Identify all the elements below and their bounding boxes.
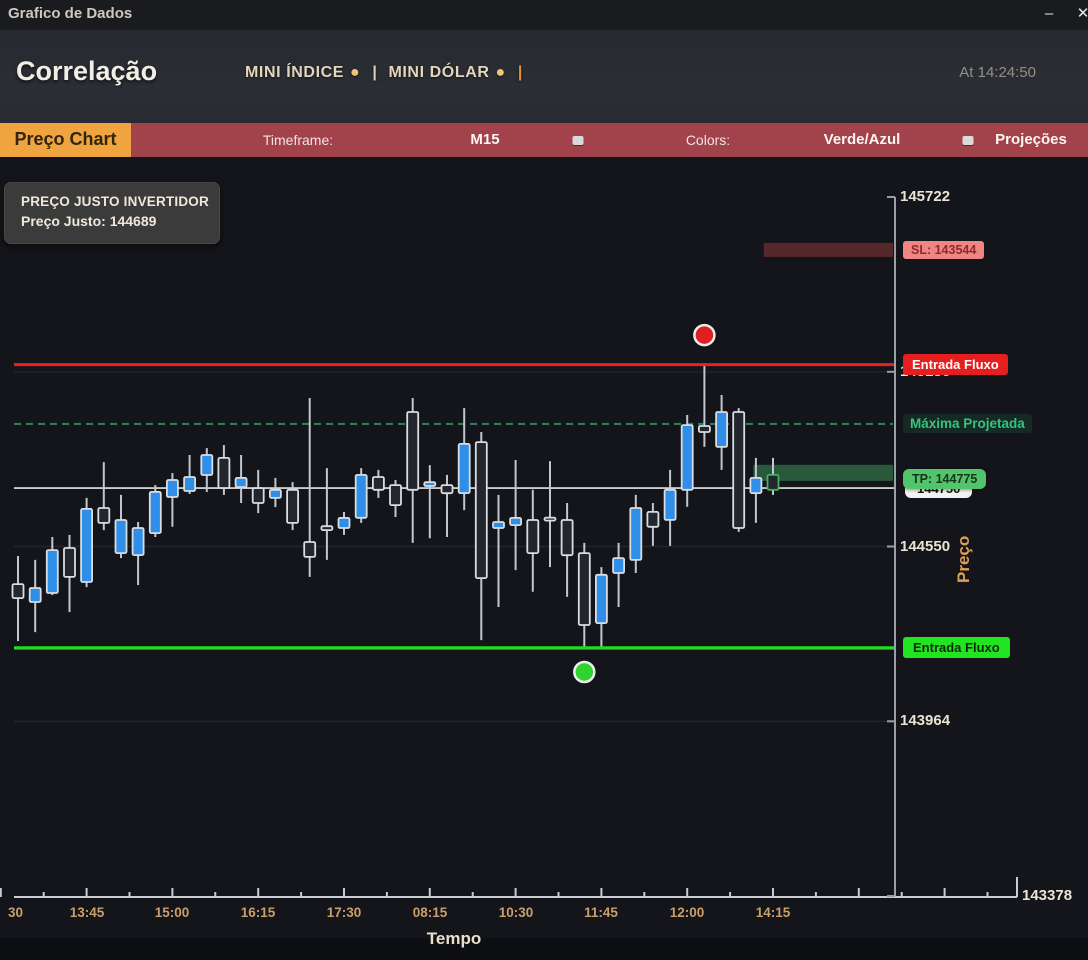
- candle-body[interactable]: [698, 425, 711, 433]
- x-tick-label: 10:30: [498, 905, 534, 920]
- candle-body[interactable]: [45, 549, 59, 594]
- projected-max-badge: Máxima Projetada: [903, 414, 1032, 433]
- candle-body[interactable]: [509, 517, 523, 527]
- timeframe-label: Timeframe:: [262, 132, 334, 148]
- candle-body[interactable]: [200, 454, 214, 476]
- x-tick-label: 08:15: [412, 905, 448, 920]
- tooltip-title: PREÇO JUSTO INVERTIDOR: [21, 194, 209, 209]
- x-axis-title: Tempo: [426, 929, 482, 948]
- stop-loss-badge: SL: 143544: [903, 241, 985, 259]
- ticker-instrument-mini-dolar[interactable]: MINI DÓLAR: [388, 64, 490, 81]
- candle-body[interactable]: [457, 442, 471, 494]
- entry-sell-badge[interactable]: Entrada Fluxo: [903, 354, 1008, 375]
- candle-body[interactable]: [80, 507, 93, 583]
- candle-body[interactable]: [423, 481, 437, 487]
- tp-zone: [753, 464, 893, 481]
- candle-body[interactable]: [165, 479, 179, 498]
- close-button[interactable]: ✕: [1076, 5, 1088, 22]
- chart-type-button[interactable]: Preço Chart: [0, 123, 131, 157]
- minimize-button[interactable]: –: [1044, 5, 1054, 22]
- candle-body[interactable]: [234, 476, 248, 488]
- timeframe-value-button[interactable]: M15: [470, 131, 500, 148]
- candle-body[interactable]: [268, 488, 282, 499]
- tooltip-fair-price-value: Preço Justo: 144689: [21, 213, 157, 229]
- candle-body[interactable]: [354, 473, 368, 519]
- y-tick-label: 145722: [900, 188, 951, 205]
- candle-body[interactable]: [766, 473, 780, 491]
- candle-body[interactable]: [114, 519, 128, 554]
- candle-body[interactable]: [560, 519, 574, 557]
- candle-body[interactable]: [577, 552, 591, 626]
- candle-body[interactable]: [303, 541, 317, 558]
- candle-body[interactable]: [749, 476, 763, 494]
- candle-body[interactable]: [251, 487, 265, 504]
- candle-body[interactable]: [97, 507, 111, 524]
- x-tick-label: 15:00: [154, 905, 190, 920]
- take-profit-badge: TP: 144775: [903, 469, 987, 489]
- dolar-status-dot-icon: ●: [495, 64, 506, 81]
- x-tick-label: 17:30: [326, 905, 362, 920]
- colors-value-button[interactable]: Verde/Azul: [823, 131, 901, 148]
- stop-zone: [763, 242, 893, 257]
- candle-body[interactable]: [11, 583, 25, 599]
- bottom-band: [0, 938, 1088, 960]
- clock-label: At 14:24:50: [959, 64, 1036, 81]
- y-axis-title: Preço: [954, 535, 973, 583]
- candle-body[interactable]: [474, 441, 488, 580]
- candle-body[interactable]: [492, 521, 505, 529]
- candle-body[interactable]: [440, 484, 454, 495]
- x-tick-label: 11:45: [584, 905, 618, 920]
- ticker-cursor: |: [517, 64, 523, 81]
- candle-body[interactable]: [612, 557, 625, 574]
- x-tick-label: 13:45: [69, 905, 105, 920]
- candle-body[interactable]: [595, 573, 608, 624]
- y-tick-label: 143378: [1022, 887, 1073, 904]
- x-tick-label: 12:00: [669, 905, 705, 920]
- ticker-instrument-mini-indice[interactable]: MINI ÍNDICE: [245, 64, 345, 81]
- candle-body[interactable]: [371, 476, 385, 491]
- candle-body[interactable]: [715, 411, 728, 448]
- page-title: Correlação: [16, 56, 158, 86]
- candle-body[interactable]: [337, 517, 351, 529]
- y-tick-label: 144550: [900, 538, 951, 555]
- indice-status-dot-icon: ●: [350, 64, 361, 81]
- candle-body[interactable]: [732, 411, 746, 529]
- candle-body[interactable]: [629, 507, 643, 561]
- entry-buy-badge[interactable]: Entrada Fluxo: [903, 637, 1010, 658]
- y-tick-label: 143964: [900, 712, 951, 729]
- projections-button[interactable]: Projeções: [995, 131, 1067, 148]
- candle-body[interactable]: [406, 411, 420, 491]
- toolbar: Preço Chart Timeframe: M15 Colors: Verde…: [0, 123, 1088, 157]
- buy-signal-dot[interactable]: [573, 660, 596, 684]
- x-tick-label: 30: [8, 905, 24, 920]
- candle-body[interactable]: [286, 488, 300, 524]
- chart-background: [0, 157, 1088, 938]
- candle-body[interactable]: [217, 456, 231, 489]
- candle-body[interactable]: [28, 587, 42, 603]
- x-tick-label: 14:15: [755, 905, 791, 920]
- candle-body[interactable]: [183, 476, 197, 492]
- candle-body[interactable]: [389, 484, 402, 507]
- timeframe-dropdown-button[interactable]: [572, 136, 584, 145]
- candle-body[interactable]: [320, 525, 334, 532]
- instrument-ticker: MINI ÍNDICE ● | MINI DÓLAR ● |: [245, 64, 529, 82]
- candle-body[interactable]: [63, 547, 76, 578]
- candle-body[interactable]: [680, 424, 694, 491]
- fair-price-tooltip: PREÇO JUSTO INVERTIDOR Preço Justo: 1446…: [4, 182, 220, 244]
- title-bar: Grafico de Dados – ✕: [0, 0, 1088, 30]
- candle-body[interactable]: [663, 488, 677, 521]
- colors-dropdown-button[interactable]: [962, 136, 974, 145]
- candle-body[interactable]: [646, 510, 660, 528]
- candle-body[interactable]: [526, 519, 540, 554]
- candle-body[interactable]: [148, 490, 162, 534]
- candle-body[interactable]: [543, 516, 557, 522]
- ticker-separator: |: [372, 64, 378, 81]
- colors-label: Colors:: [685, 132, 731, 148]
- sell-signal-dot[interactable]: [693, 323, 716, 347]
- x-tick-label: 16:15: [240, 905, 276, 920]
- candle-body[interactable]: [131, 527, 145, 557]
- window-title: Grafico de Dados: [8, 5, 133, 22]
